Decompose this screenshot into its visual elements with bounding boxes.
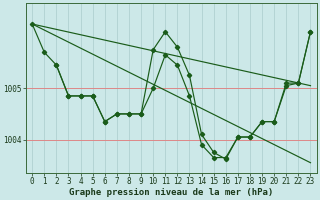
X-axis label: Graphe pression niveau de la mer (hPa): Graphe pression niveau de la mer (hPa) [69,188,274,197]
